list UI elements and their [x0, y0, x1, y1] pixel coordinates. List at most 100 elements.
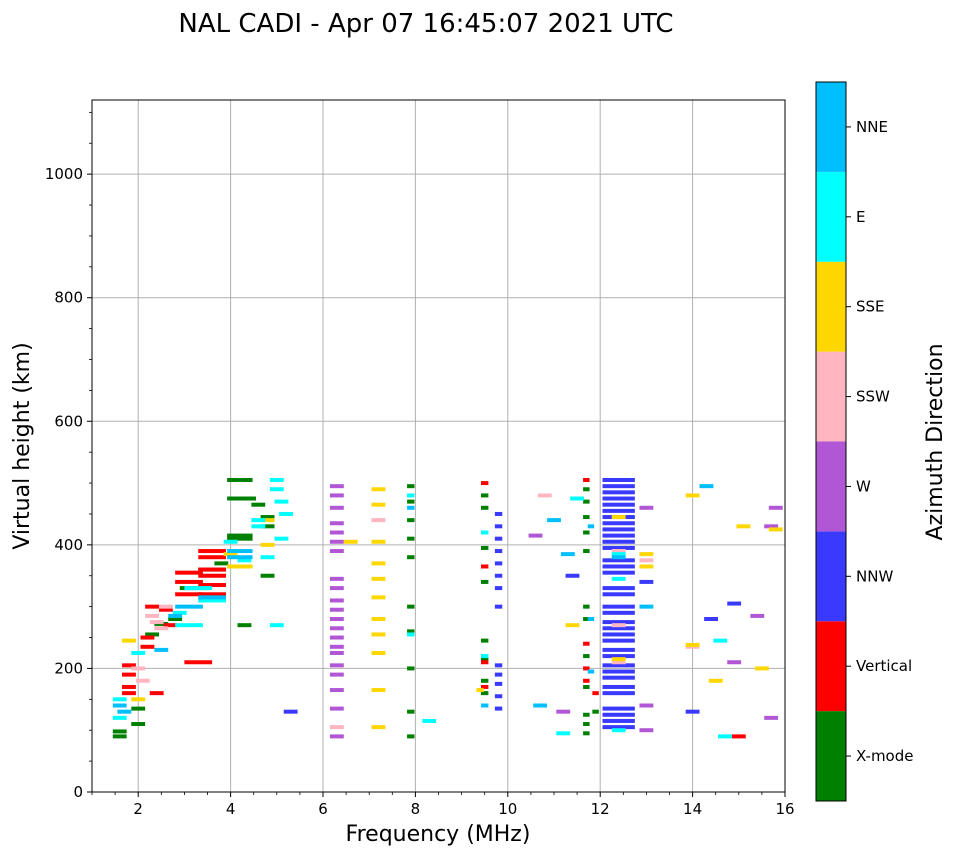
data-point	[494, 663, 503, 668]
data-point	[481, 493, 489, 498]
data-point	[602, 477, 635, 482]
x-axis-ticks: 2 4 6 8 10 12 14 16	[91, 792, 795, 818]
series-nne	[112, 484, 714, 714]
data-point	[481, 545, 489, 550]
data-point	[639, 604, 654, 609]
data-point	[494, 524, 503, 529]
data-point	[122, 663, 136, 668]
data-point	[602, 632, 635, 637]
data-point	[237, 623, 252, 628]
data-point	[583, 684, 590, 689]
data-point	[112, 703, 127, 708]
data-point	[727, 660, 742, 665]
data-point	[227, 564, 253, 569]
data-point	[223, 539, 238, 544]
data-point	[407, 666, 415, 671]
data-point	[329, 617, 344, 621]
data-point	[583, 654, 590, 659]
y-tick-label: 0	[73, 783, 83, 801]
colorbar-label: E	[856, 208, 865, 226]
data-point	[611, 657, 626, 662]
data-point	[560, 552, 575, 557]
data-point	[329, 650, 344, 655]
data-point	[149, 620, 164, 625]
data-point	[481, 579, 489, 584]
x-tick-label: 10	[498, 800, 517, 818]
data-point	[583, 712, 590, 717]
data-point	[260, 518, 275, 523]
data-point	[565, 623, 580, 628]
data-marks	[112, 477, 783, 739]
data-point	[251, 524, 266, 529]
data-point	[131, 650, 146, 655]
data-point	[583, 641, 590, 646]
data-point	[602, 725, 635, 730]
colorbar-label: NNE	[856, 118, 888, 136]
data-point	[260, 555, 275, 560]
data-point	[583, 477, 590, 482]
data-point	[685, 493, 700, 498]
data-point	[583, 487, 590, 492]
data-point	[198, 555, 226, 560]
colorbar-label: X-mode	[856, 747, 913, 765]
data-point	[685, 642, 700, 647]
data-point	[481, 654, 489, 659]
data-point	[602, 712, 635, 717]
data-point	[699, 484, 714, 489]
data-point	[175, 623, 203, 628]
data-point	[168, 617, 183, 621]
data-point	[140, 644, 155, 649]
y-axis-label: Virtual height (km)	[10, 342, 35, 549]
data-point	[407, 709, 415, 714]
data-point	[602, 684, 635, 689]
data-point	[407, 484, 415, 489]
colorbar-label: SSW	[856, 388, 890, 406]
data-point	[481, 678, 489, 683]
data-point	[537, 493, 552, 498]
data-point	[736, 524, 751, 529]
x-tick-label: 14	[683, 800, 702, 818]
data-point	[602, 592, 635, 597]
data-point	[407, 499, 415, 504]
data-point	[713, 638, 728, 643]
x-tick-label: 16	[775, 800, 794, 818]
data-point	[764, 524, 779, 529]
data-point	[602, 527, 635, 532]
data-point	[583, 731, 590, 736]
data-point	[602, 564, 635, 569]
data-point	[494, 573, 503, 578]
data-point	[583, 604, 590, 609]
data-point	[639, 564, 654, 569]
data-point	[112, 697, 127, 702]
data-point	[583, 499, 590, 504]
data-point	[407, 505, 415, 510]
plot-background	[92, 100, 785, 792]
data-point	[481, 684, 489, 689]
data-point	[731, 734, 746, 739]
colorbar-frame	[815, 81, 847, 802]
data-point	[533, 703, 548, 708]
data-point	[611, 728, 626, 733]
data-point	[602, 484, 635, 489]
data-point	[602, 604, 635, 609]
data-point	[131, 706, 146, 711]
data-point	[140, 635, 155, 640]
data-point	[117, 709, 132, 714]
data-point	[768, 527, 783, 532]
colorbar-label: Vertical	[856, 657, 912, 675]
data-point	[754, 666, 769, 671]
colorbar-swatch	[816, 82, 846, 172]
data-point	[283, 709, 298, 714]
data-point	[175, 592, 203, 597]
data-point	[227, 496, 253, 501]
x-tick-label: 12	[591, 800, 610, 818]
data-point	[481, 530, 489, 535]
data-point	[329, 549, 344, 554]
data-point	[602, 521, 635, 526]
data-point	[343, 539, 358, 544]
data-point	[494, 706, 503, 711]
data-point	[329, 644, 344, 649]
data-point	[198, 567, 226, 572]
data-point	[184, 586, 213, 591]
y-tick-label: 600	[54, 412, 83, 430]
